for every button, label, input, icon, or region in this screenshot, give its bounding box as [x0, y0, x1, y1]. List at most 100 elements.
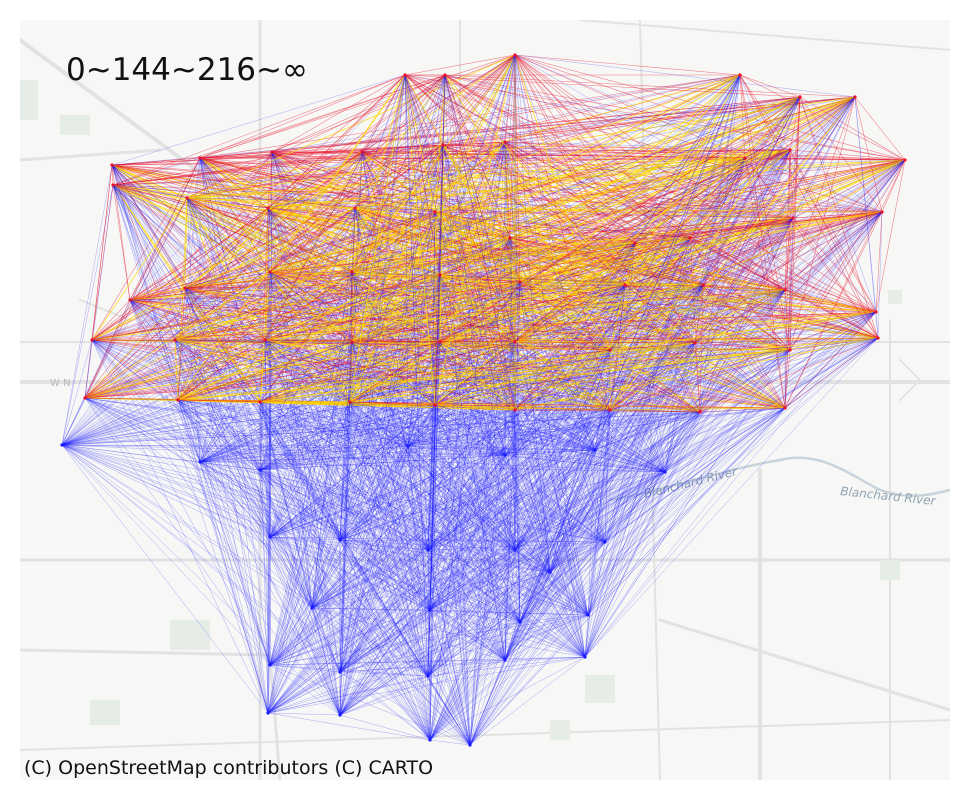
zone-node [310, 606, 314, 610]
flow-line [311, 311, 877, 609]
flow-line [514, 54, 606, 543]
flow-line [604, 311, 877, 543]
flow-line [609, 96, 856, 351]
flow-line [259, 311, 877, 403]
zone-node [268, 535, 272, 539]
flow-line [624, 96, 856, 286]
flow-line [184, 287, 341, 541]
flow-line [84, 397, 589, 616]
flow-line [519, 159, 906, 283]
park [880, 560, 900, 580]
flow-line [267, 614, 589, 714]
flow-line [444, 74, 586, 658]
flow-line [519, 337, 879, 623]
flow-line [514, 74, 741, 343]
flow-line [429, 289, 786, 611]
flow-line [429, 609, 586, 658]
flow-line [875, 211, 883, 313]
flow-line [549, 284, 704, 573]
flow-line [61, 444, 313, 609]
flow-line [504, 141, 636, 244]
flow-line [439, 274, 786, 291]
flow-line [339, 289, 786, 673]
flow-line [664, 284, 704, 473]
flow-line [354, 207, 429, 677]
flow-line [129, 197, 188, 301]
flow-line [514, 349, 611, 551]
flow-line [264, 339, 551, 573]
flow-line [311, 74, 406, 609]
road [579, 20, 950, 51]
flow-line [267, 656, 586, 714]
flow-line [427, 311, 877, 677]
flow-line [339, 284, 704, 541]
flow-line [61, 444, 596, 451]
flow-line [504, 54, 516, 661]
flow-line [61, 207, 356, 446]
zone-node [268, 270, 272, 274]
flow-line [311, 541, 606, 609]
flow-line [404, 74, 586, 658]
zone-node [258, 400, 262, 404]
flow-line [514, 409, 666, 473]
flow-line [269, 664, 471, 746]
flow-line [584, 289, 786, 658]
flow-line [91, 339, 586, 658]
flow-line [349, 74, 741, 403]
flow-line [351, 96, 856, 343]
flow-line [264, 339, 341, 673]
flow-line [264, 159, 906, 341]
flow-line [186, 74, 741, 199]
flow-line [407, 404, 436, 447]
flow-line [351, 341, 786, 409]
flow-line [84, 397, 429, 551]
flow-line [604, 349, 791, 543]
flow-line [267, 549, 429, 714]
map-canvas[interactable]: Blanchard River Blanchard River W N [20, 20, 950, 780]
flow-line [269, 664, 429, 677]
flow-line [549, 471, 666, 573]
flow-line [514, 541, 606, 551]
flow-line [549, 349, 791, 573]
flow-line [339, 539, 516, 551]
flow-line [177, 399, 586, 658]
flow-line [339, 289, 786, 716]
flow-line [61, 444, 506, 661]
flow-line [61, 444, 431, 741]
flow-line [129, 299, 791, 351]
flow-line [112, 184, 506, 661]
flow-line [429, 609, 589, 616]
flow-line [407, 445, 516, 551]
flow-line [269, 271, 704, 286]
flow-line [61, 444, 589, 616]
flow-line [427, 656, 586, 677]
flow-line [339, 74, 406, 673]
flow-line [91, 339, 431, 741]
flow-line [174, 339, 606, 543]
flow-line [339, 539, 589, 616]
flow-line [609, 96, 801, 411]
flow-line [269, 659, 506, 666]
flow-line [177, 399, 261, 471]
flow-line [434, 404, 551, 573]
flow-line [61, 444, 551, 573]
flow-line [434, 404, 611, 411]
flow-line [339, 96, 856, 541]
flow-line [429, 404, 436, 741]
flow-line [444, 74, 551, 573]
flow-line [61, 444, 341, 716]
flow-line [514, 211, 883, 551]
flow-line [311, 607, 431, 741]
flow-line [339, 211, 436, 673]
flow-line [434, 96, 801, 406]
flow-line [177, 399, 429, 551]
flow-line [427, 454, 506, 677]
flow-line [351, 217, 794, 273]
flow-line [784, 311, 877, 409]
flow-line [264, 339, 606, 543]
flow-line [349, 401, 606, 543]
flow-line [429, 449, 596, 611]
flow-line [269, 454, 506, 666]
flow-line [269, 271, 431, 741]
flow-line [177, 74, 446, 401]
